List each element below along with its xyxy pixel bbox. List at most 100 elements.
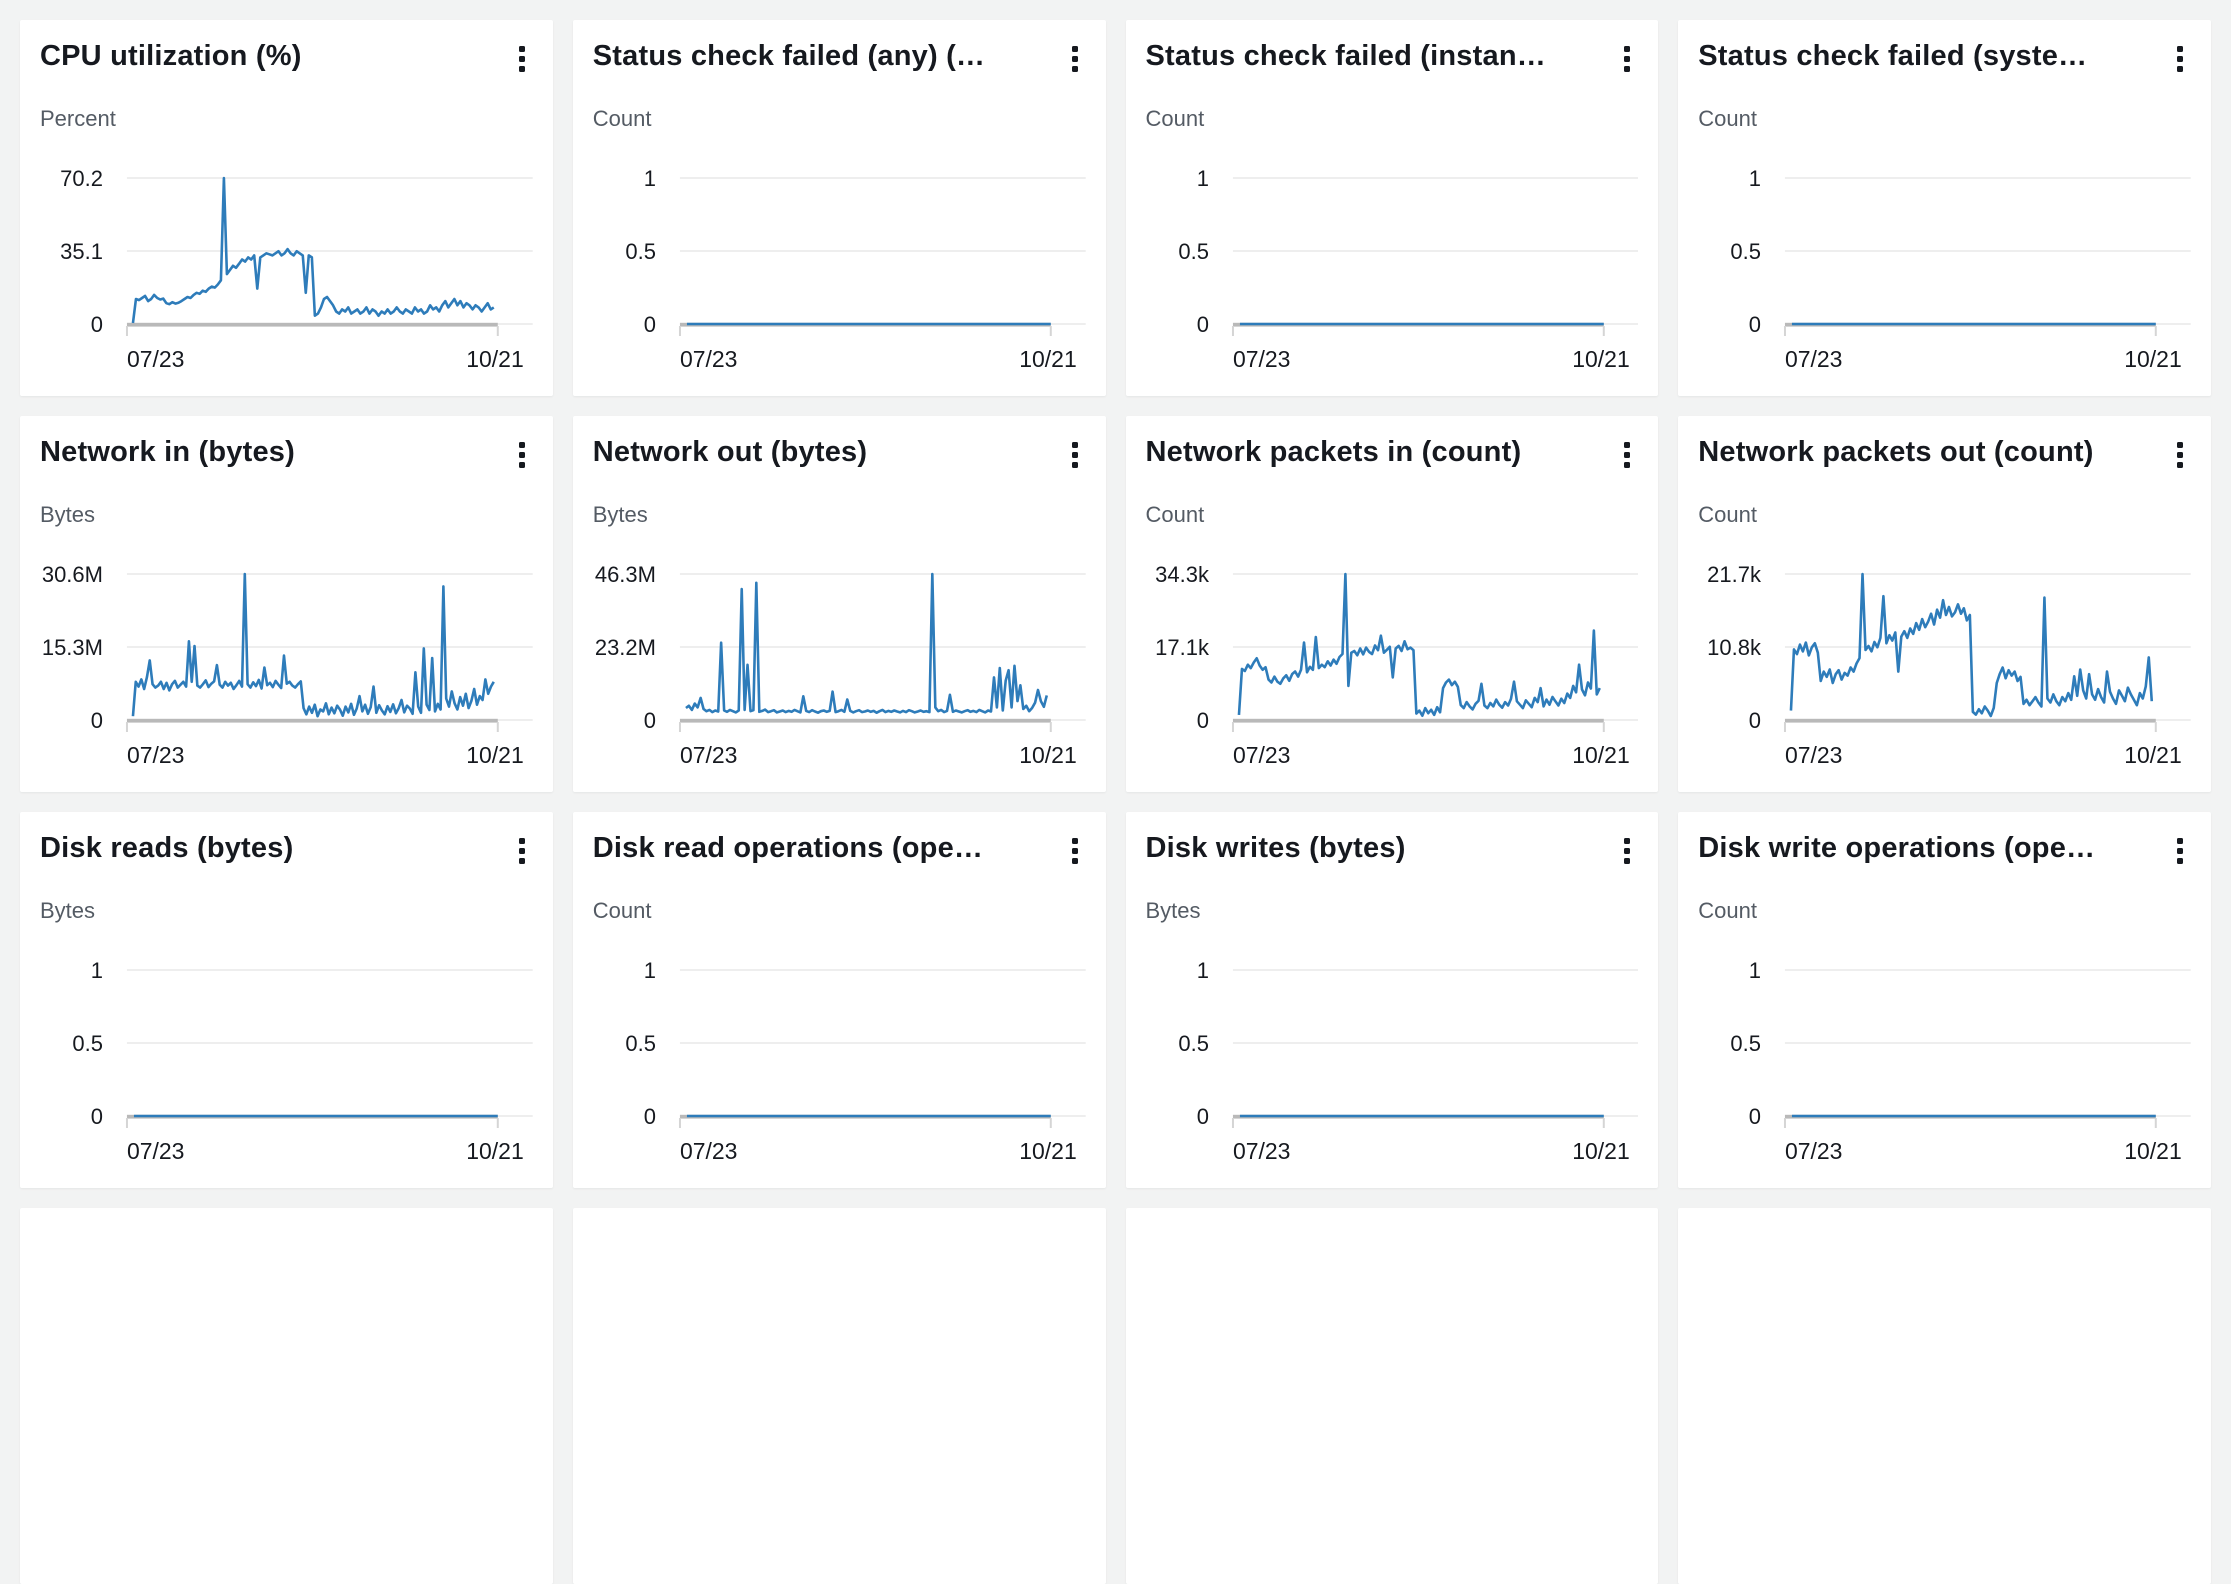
kebab-menu-icon [518,46,525,52]
x-axis-end-label: 10/21 [1572,346,1630,372]
metric-chart[interactable]: 34.3k 17.1k 0 07/23 10/21 [1146,534,1639,774]
y-axis-tick-label: 1 [91,958,103,983]
card-menu-button[interactable] [1060,834,1090,868]
x-axis-start-label: 07/23 [680,742,738,768]
x-axis-end-label: 10/21 [1019,1138,1077,1164]
kebab-menu-icon [518,848,525,854]
x-axis-end-label: 10/21 [1019,346,1077,372]
card-menu-button[interactable] [1060,42,1090,76]
metric-card: Status check failed (instan… Count 1 0.5 0… [1125,20,1659,396]
zero-baseline [679,718,1051,723]
metric-chart[interactable]: 1 0.5 0 07/23 10/21 [593,138,1086,378]
y-axis-tick-label: 0.5 [625,239,656,264]
x-axis-end-label: 10/21 [2124,1138,2182,1164]
x-axis-end-label: 10/21 [2124,346,2182,372]
y-axis-tick-label: 10.8k [1707,635,1762,660]
metric-card-title: Disk read operations (ope… [592,832,984,864]
metric-card-title: Disk writes (bytes) [1145,832,1406,864]
kebab-menu-icon [2177,838,2183,844]
metric-card: Disk writes (bytes) Bytes 1 0.5 0 07/23 10/2… [1125,812,1659,1188]
metric-chart[interactable]: 1 0.5 0 07/23 10/21 [40,930,533,1170]
y-axis-tick-label: 0.5 [1731,1031,1762,1056]
card-menu-button[interactable] [507,42,537,76]
metric-card-partial [1678,1208,2211,1584]
x-axis-end-label: 10/21 [466,742,524,768]
kebab-menu-icon [2177,858,2183,864]
kebab-menu-icon [2177,462,2183,468]
metric-card-title: Network out (bytes) [592,436,868,468]
kebab-menu-icon [1624,46,1631,52]
kebab-menu-icon [1624,848,1631,854]
kebab-menu-icon [1071,858,1078,864]
y-axis-tick-label: 0 [1749,312,1761,337]
y-axis-tick-label: 0 [91,312,103,337]
axis-unit-label: Bytes [1145,898,1201,923]
metric-card-title: Network packets out (count) [1698,436,2094,468]
x-axis-end-label: 10/21 [466,346,524,372]
y-axis-tick-label: 23.2M [595,635,656,660]
metric-card-title: CPU utilization (%) [40,40,302,72]
y-axis-tick-label: 0 [1196,1104,1208,1129]
metric-card-partial [20,1208,553,1584]
x-axis-start-label: 07/23 [1232,1138,1290,1164]
card-menu-button[interactable] [2165,42,2195,76]
metric-chart[interactable]: 1 0.5 0 07/23 10/21 [1698,138,2191,378]
x-axis-end-label: 10/21 [1572,1138,1630,1164]
metric-card: Network packets in (count) Count 34.3k 17… [1125,416,1659,792]
axis-unit-label: Count [1698,898,1757,923]
zero-baseline [126,322,498,327]
metric-chart[interactable]: 1 0.5 0 07/23 10/21 [593,930,1086,1170]
x-axis-start-label: 07/23 [127,1138,185,1164]
y-axis-tick-label: 0.5 [72,1031,103,1056]
zero-baseline [1232,718,1604,723]
x-axis-start-label: 07/23 [127,742,185,768]
metric-card-title: Disk reads (bytes) [40,832,294,864]
kebab-menu-icon [2177,66,2183,72]
x-axis-start-label: 07/23 [1785,346,1843,372]
axis-unit-label: Count [1698,106,1757,131]
metric-chart[interactable]: 1 0.5 0 07/23 10/21 [1146,930,1639,1170]
kebab-menu-icon [1624,838,1631,844]
card-menu-button[interactable] [2165,834,2195,868]
metric-card: Network out (bytes) Bytes 46.3M 23.2M 0 07/… [572,416,1106,792]
metric-card: Status check failed (syste… Count 1 0.5 0 0… [1678,20,2211,396]
metric-chart[interactable]: 30.6M 15.3M 0 07/23 10/21 [40,534,533,774]
metric-chart[interactable]: 21.7k 10.8k 0 07/23 10/21 [1698,534,2191,774]
y-axis-tick-label: 1 [643,958,655,983]
x-axis-end-label: 10/21 [466,1138,524,1164]
x-axis-end-label: 10/21 [1019,742,1077,768]
y-axis-tick-label: 15.3M [42,635,103,660]
kebab-menu-icon [1071,838,1078,844]
metric-chart[interactable]: 1 0.5 0 07/23 10/21 [1698,930,2191,1170]
y-axis-tick-label: 21.7k [1707,562,1762,587]
y-axis-tick-label: 0.5 [1178,239,1209,264]
card-menu-button[interactable] [2165,438,2195,472]
card-menu-button[interactable] [1612,834,1642,868]
card-menu-button[interactable] [1060,438,1090,472]
axis-unit-label: Count [592,898,652,923]
x-axis-start-label: 07/23 [680,1138,738,1164]
kebab-menu-icon [1071,442,1078,448]
metric-card: Network packets out (count) Count 21.7k 1… [1678,416,2211,792]
kebab-menu-icon [518,66,525,72]
metric-card-title: Status check failed (instan… [1145,40,1546,72]
kebab-menu-icon [518,858,525,864]
card-menu-button[interactable] [1612,438,1642,472]
metric-card-title: Status check failed (syste… [1698,40,2088,72]
y-axis-tick-label: 34.3k [1155,562,1210,587]
kebab-menu-icon [1624,462,1631,468]
y-axis-tick-label: 0.5 [1178,1031,1209,1056]
metric-series-line [1789,572,2154,718]
axis-unit-label: Count [1145,106,1205,131]
metric-chart[interactable]: 1 0.5 0 07/23 10/21 [1146,138,1639,378]
metric-chart[interactable]: 70.2 35.1 0 07/23 10/21 [40,138,533,378]
metric-chart[interactable]: 46.3M 23.2M 0 07/23 10/21 [593,534,1086,774]
card-menu-button[interactable] [507,438,537,472]
metric-card: Network in (bytes) Bytes 30.6M 15.3M 0 07/2… [20,416,553,792]
y-axis-tick-label: 46.3M [595,562,656,587]
card-menu-button[interactable] [1612,42,1642,76]
kebab-menu-icon [1624,56,1631,62]
kebab-menu-icon [2177,452,2183,458]
card-menu-button[interactable] [507,834,537,868]
kebab-menu-icon [518,442,525,448]
